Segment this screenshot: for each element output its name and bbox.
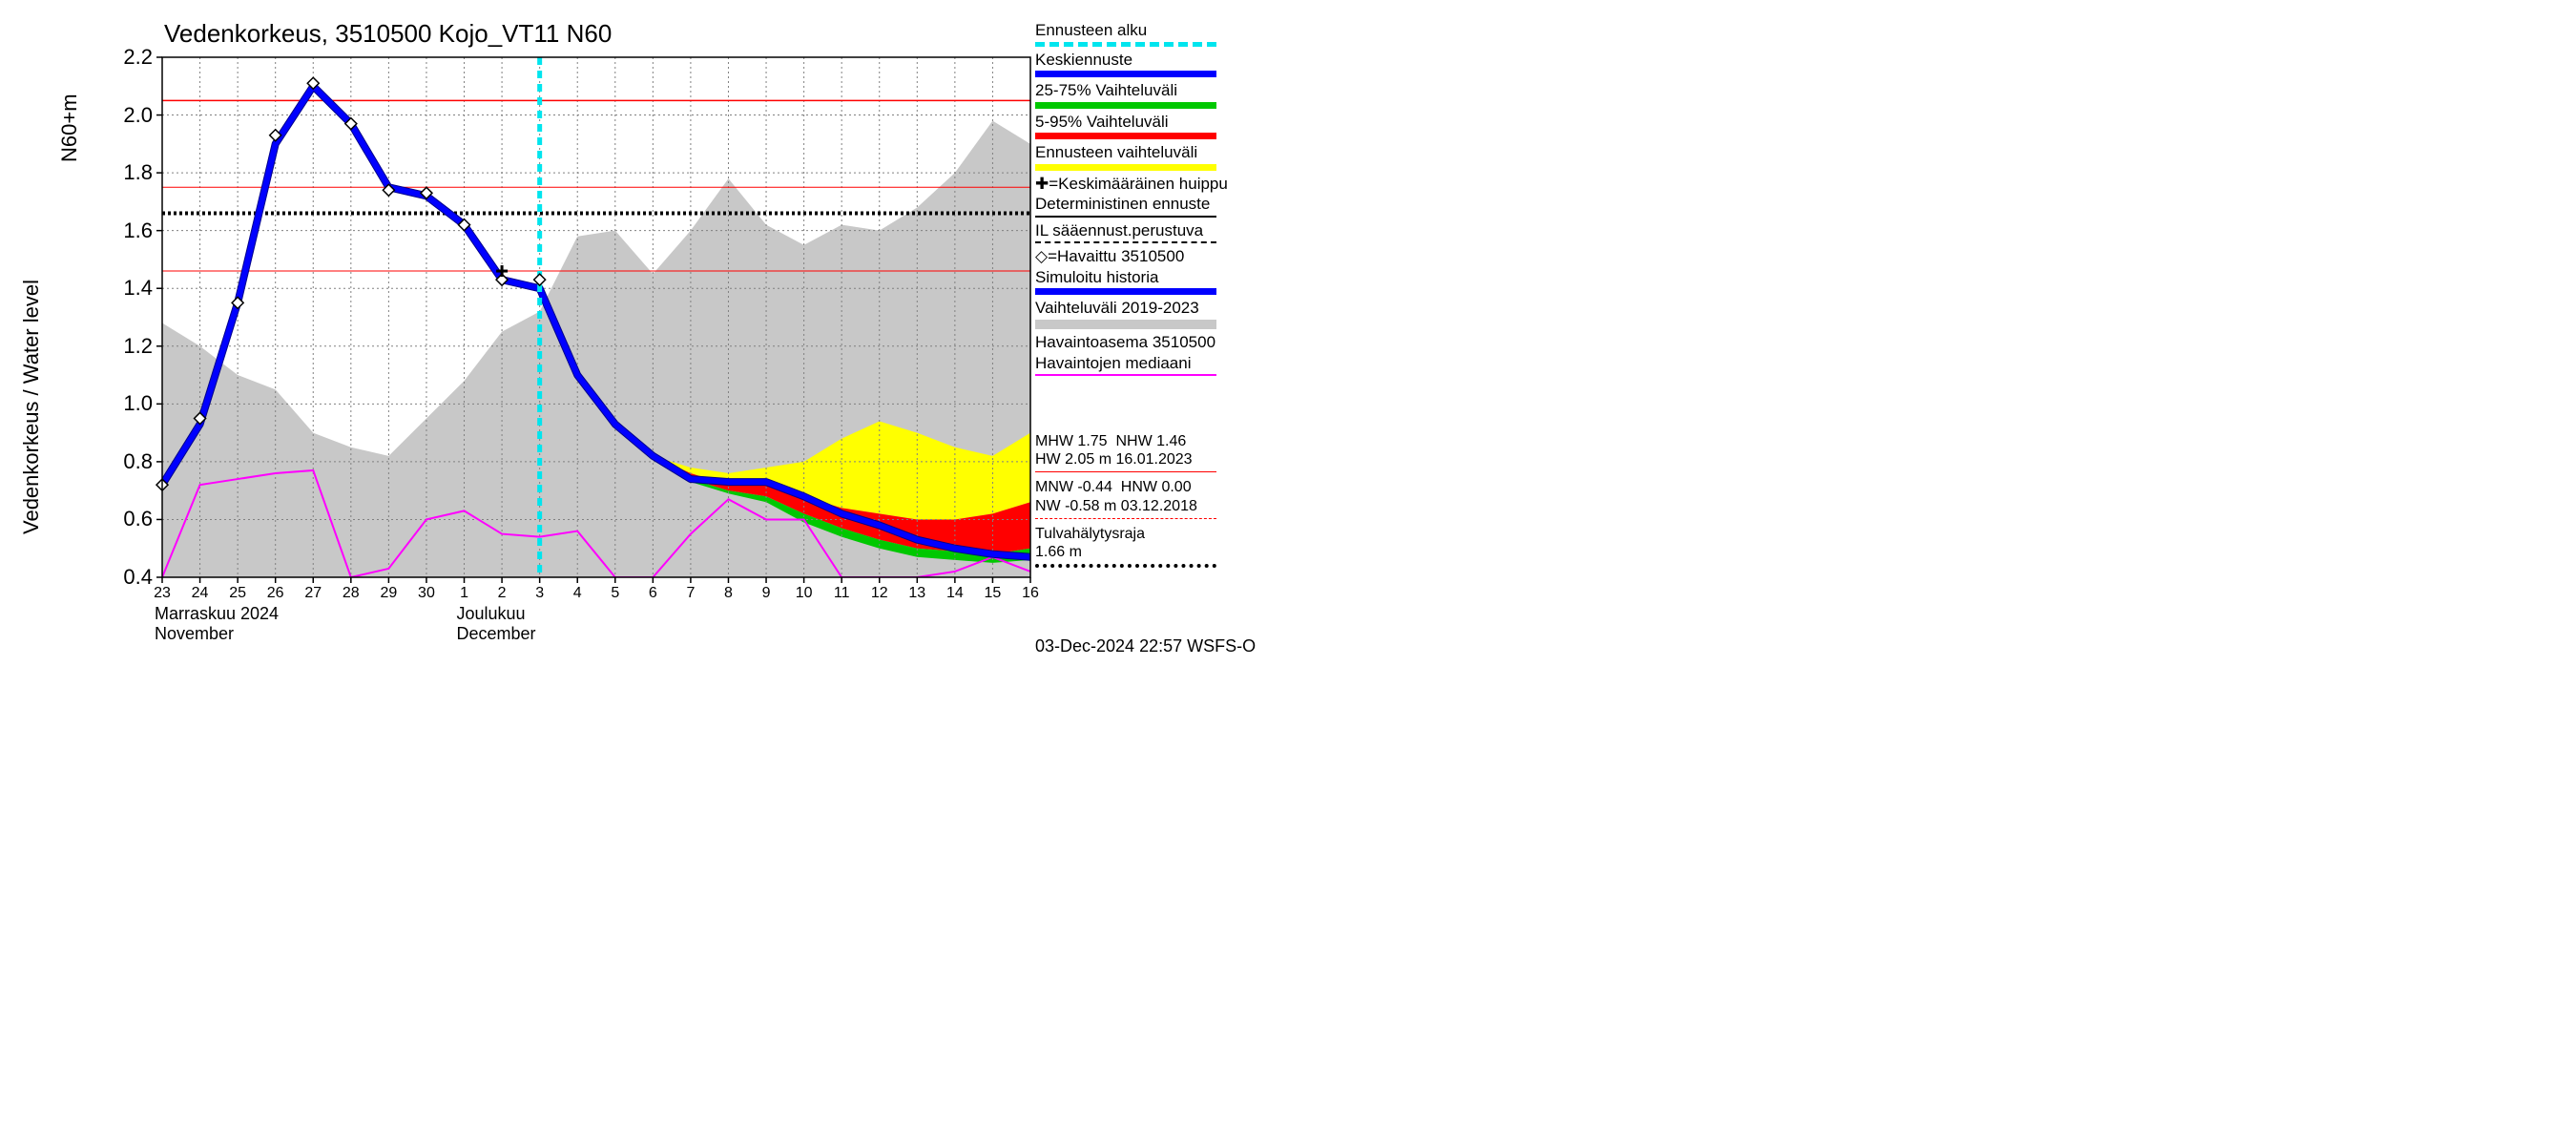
legend-label: Deterministinen ennuste [1035, 195, 1379, 214]
stat-hw-line [1035, 471, 1216, 472]
x-tick-label: 28 [340, 585, 363, 602]
y-tick-label: 1.6 [105, 219, 153, 243]
x-tick-label: 12 [868, 585, 891, 602]
y-tick-label: 1.0 [105, 391, 153, 416]
stat-nw: NW -0.58 m 03.12.2018 [1035, 497, 1216, 515]
legend-label: Ennusteen vaihteluväli [1035, 143, 1379, 162]
x-tick-label: 30 [415, 585, 438, 602]
x-tick-label: 2 [490, 585, 513, 602]
legend-label: 5-95% Vaihteluväli [1035, 113, 1379, 132]
x-tick-label: 4 [566, 585, 589, 602]
legend-label: IL sääennust.perustuva [1035, 221, 1379, 240]
legend-label: ✚=Keskimääräinen huippu [1035, 175, 1379, 194]
legend-label: Havaintoasema 3510500 [1035, 333, 1379, 352]
legend-label: Simuloitu historia [1035, 268, 1379, 287]
x-tick-label: 29 [377, 585, 400, 602]
y-tick-label: 1.2 [105, 334, 153, 359]
x-tick-label: 11 [830, 585, 853, 602]
x-month-label: Marraskuu 2024November [155, 604, 279, 644]
y-tick-label: 2.0 [105, 103, 153, 128]
y-tick-label: 2.2 [105, 45, 153, 70]
legend-label: 25-75% Vaihteluväli [1035, 81, 1379, 100]
legend-item: Ennusteen vaihteluväli [1035, 143, 1379, 171]
legend-item: Ennusteen alku [1035, 21, 1379, 47]
x-tick-label: 10 [793, 585, 816, 602]
timestamp: 03-Dec-2024 22:57 WSFS-O [1035, 636, 1256, 656]
x-tick-label: 27 [301, 585, 324, 602]
legend-item: IL sääennust.perustuva [1035, 221, 1379, 244]
stats-block: MHW 1.75 NHW 1.46 HW 2.05 m 16.01.2023 M… [1035, 432, 1216, 568]
legend-item: 25-75% Vaihteluväli [1035, 81, 1379, 109]
legend-item: Deterministinen ennuste [1035, 195, 1379, 218]
y-axis-label-2: N60+m [57, 94, 82, 162]
x-tick-label: 6 [641, 585, 664, 602]
x-tick-label: 8 [717, 585, 739, 602]
stat-hw: HW 2.05 m 16.01.2023 [1035, 450, 1216, 468]
legend: Ennusteen alku Keskiennuste 25-75% Vaihtel… [1035, 21, 1379, 380]
y-tick-label: 0.6 [105, 507, 153, 531]
chart-title: Vedenkorkeus, 3510500 Kojo_VT11 N60 [164, 19, 612, 49]
legend-item: Havaintojen mediaani [1035, 354, 1379, 377]
x-tick-label: 23 [151, 585, 174, 602]
legend-label: Keskiennuste [1035, 51, 1379, 70]
legend-item: ✚=Keskimääräinen huippu [1035, 175, 1379, 194]
x-tick-label: 25 [226, 585, 249, 602]
y-tick-label: 0.8 [105, 449, 153, 474]
legend-label: ◇=Havaittu 3510500 [1035, 247, 1379, 266]
y-axis-label-1: Vedenkorkeus / Water level [19, 280, 44, 534]
x-tick-label: 3 [529, 585, 551, 602]
legend-label: Ennusteen alku [1035, 21, 1379, 40]
legend-item: Vaihteluväli 2019-2023 [1035, 299, 1379, 329]
stat-flood-val: 1.66 m [1035, 543, 1216, 561]
x-tick-label: 14 [944, 585, 966, 602]
legend-item: Simuloitu historia [1035, 268, 1379, 296]
x-tick-label: 9 [755, 585, 778, 602]
stat-mnw: MNW -0.44 HNW 0.00 [1035, 478, 1216, 496]
chart-container: Vedenkorkeus, 3510500 Kojo_VT11 N60 Vede… [0, 0, 1388, 664]
y-tick-label: 1.8 [105, 160, 153, 185]
legend-item: 5-95% Vaihteluväli [1035, 113, 1379, 140]
legend-label: Havaintojen mediaani [1035, 354, 1379, 373]
x-tick-label: 24 [189, 585, 212, 602]
stat-flood-line [1035, 564, 1216, 568]
x-tick-label: 13 [905, 585, 928, 602]
x-tick-label: 15 [981, 585, 1004, 602]
legend-item: ◇=Havaittu 3510500 [1035, 247, 1379, 266]
legend-item: Keskiennuste [1035, 51, 1379, 78]
legend-item: Havaintoasema 3510500 [1035, 333, 1379, 352]
x-tick-label: 1 [453, 585, 476, 602]
x-tick-label: 5 [604, 585, 627, 602]
x-tick-label: 16 [1019, 585, 1042, 602]
y-tick-label: 1.4 [105, 276, 153, 301]
y-tick-label: 0.4 [105, 565, 153, 590]
stat-mhw: MHW 1.75 NHW 1.46 [1035, 432, 1216, 450]
x-tick-label: 26 [264, 585, 287, 602]
x-tick-label: 7 [679, 585, 702, 602]
stat-flood-label: Tulvahälytysraja [1035, 525, 1216, 543]
stat-nw-line [1035, 518, 1216, 519]
legend-label: Vaihteluväli 2019-2023 [1035, 299, 1379, 318]
x-month-label: JoulukuuDecember [457, 604, 536, 644]
